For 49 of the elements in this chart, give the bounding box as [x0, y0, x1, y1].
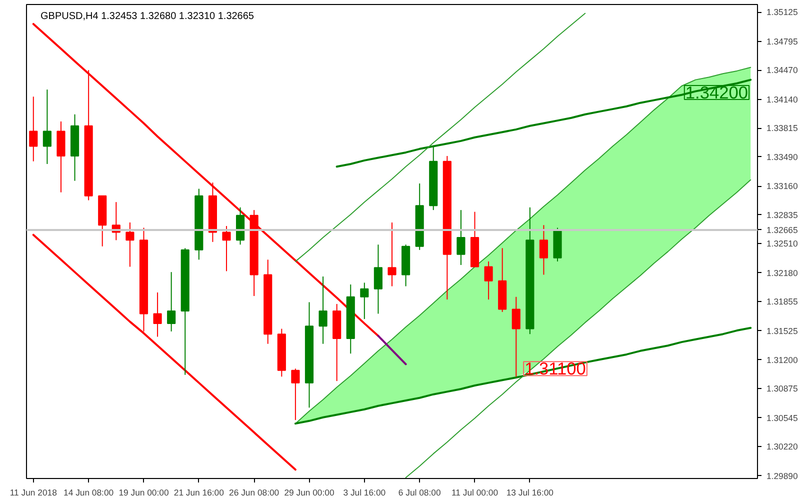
- y-tick-label: 1.34795: [766, 36, 798, 46]
- x-tick-label: 29 Jun 00:00: [284, 488, 334, 498]
- candlestick: [360, 282, 369, 320]
- y-tick-label: 1.33160: [766, 181, 798, 192]
- x-tick-label: 13 Jul 16:00: [506, 488, 554, 498]
- x-tick-label: 6 Jul 08:00: [398, 488, 441, 498]
- y-tick-label: 1.34140: [766, 94, 798, 104]
- x-tick-label: 26 Jun 08:00: [229, 488, 280, 498]
- line-series: [294, 12, 586, 262]
- y-tick-label: 1.32510: [766, 238, 798, 249]
- ref-line-label: 1.32665: [766, 224, 798, 235]
- line-series: [405, 179, 752, 478]
- text: GBPUSD,H4 1.32453 1.32680 1.32310 1.32665: [40, 11, 254, 22]
- candlestick: [388, 222, 396, 287]
- x-tick-label: 21 Jun 16:00: [174, 488, 224, 498]
- candlestick: [484, 260, 493, 300]
- candlestick: [126, 222, 134, 268]
- y-tick-label: 1.32835: [766, 210, 798, 220]
- y-tick-label: 1.31855: [766, 296, 798, 307]
- line-series: [32, 22, 380, 337]
- candlestick: [291, 368, 300, 421]
- candlestick: [153, 292, 162, 338]
- candlestick: [318, 276, 328, 344]
- y-tick-label: 1.33490: [766, 152, 798, 162]
- y-tick-label: 1.30875: [766, 384, 798, 394]
- y-tick-label: 1.31200: [766, 354, 798, 365]
- candlestick: [29, 96, 38, 162]
- candlestick: [512, 296, 520, 378]
- x-tick-label: 11 Jul 00:00: [451, 488, 498, 498]
- candlestick: [539, 224, 548, 276]
- x-tick-label: 14 Jun 08:00: [64, 488, 114, 498]
- annotation: 1.34200: [685, 82, 748, 102]
- y-tick-label: 1.31525: [766, 326, 798, 336]
- candlestick: [42, 89, 52, 164]
- y-tick-label: 1.33815: [766, 123, 798, 134]
- y-tick-label: 1.29890: [766, 470, 798, 481]
- x-tick-label: 19 Jun 00:00: [118, 488, 169, 498]
- candlestick: [222, 225, 231, 272]
- candlestick: [167, 272, 176, 332]
- y-tick-label: 1.35125: [766, 7, 798, 18]
- candlestick: [456, 210, 466, 266]
- y-tick-label: 1.32180: [766, 268, 798, 278]
- candlestick: [374, 244, 382, 314]
- y-tick-label: 1.30220: [766, 442, 798, 452]
- x-tick-label: 11 Jun 2018: [10, 488, 58, 498]
- x-tick-label: 3 Jul 16:00: [343, 488, 386, 498]
- y-tick-label: 1.30545: [766, 412, 798, 423]
- line-series: [294, 326, 752, 425]
- y-tick-label: 1.34470: [766, 65, 798, 76]
